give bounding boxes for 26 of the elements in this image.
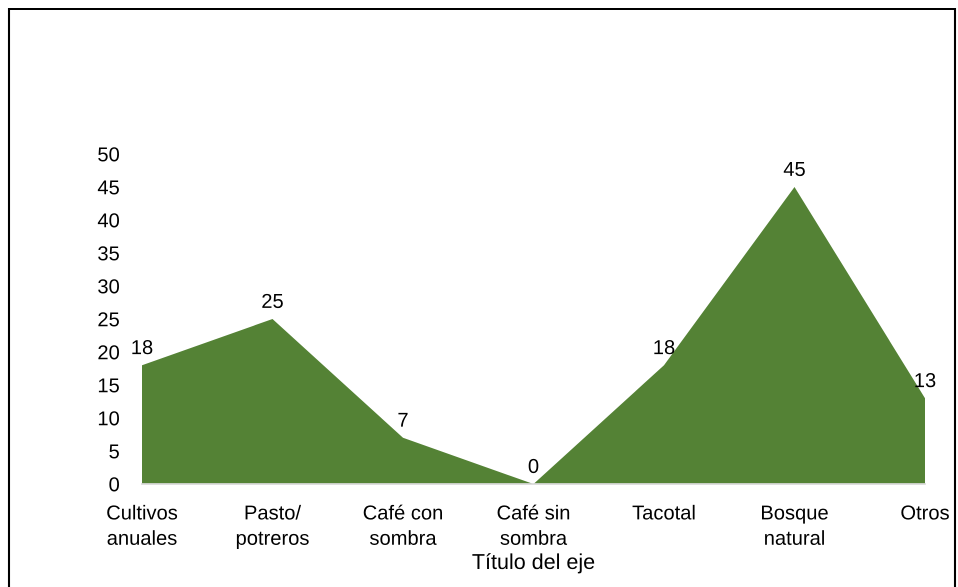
x-tick-label: Cultivos anuales [107, 504, 178, 545]
y-tick-label: 35 [98, 246, 119, 260]
data-label: 18 [132, 340, 152, 354]
y-tick-label: 50 [98, 147, 119, 162]
x-tick-label: Café con sombra [364, 504, 442, 545]
data-label: 45 [784, 162, 805, 176]
data-label: 7 [398, 412, 408, 427]
y-tick-label: 30 [98, 279, 119, 294]
y-tick-label: 0 [109, 477, 119, 492]
y-tick-label: 15 [98, 378, 119, 392]
data-label: 18 [654, 340, 674, 354]
x-tick-label: Otros [901, 505, 949, 520]
y-tick-label: 40 [98, 213, 119, 228]
y-tick-label: 5 [109, 444, 119, 458]
y-tick-label: 45 [98, 180, 119, 194]
data-label: 0 [528, 458, 538, 474]
y-tick-label: 20 [98, 345, 119, 360]
x-axis-title: Título del eje [472, 553, 594, 574]
data-label: 25 [262, 294, 283, 308]
y-tick-label: 25 [98, 312, 119, 326]
x-tick-label: Bosque natural [762, 506, 828, 545]
data-label: 13 [915, 373, 936, 388]
x-tick-label: Café sin sombra [498, 504, 570, 545]
x-tick-label: Tacotal [632, 504, 695, 520]
y-tick-label: 10 [98, 411, 119, 426]
x-tick-label: Pasto/ potreros [236, 504, 309, 549]
